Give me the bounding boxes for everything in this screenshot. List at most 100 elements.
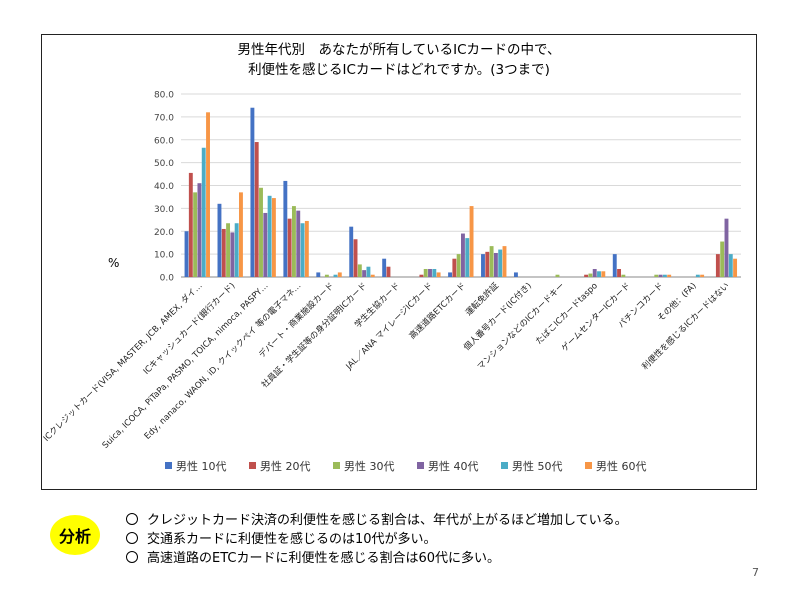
bar [654,274,659,277]
y-axis-unit-label: % [108,256,120,270]
bar [197,183,202,277]
bar [296,210,301,277]
bar [250,107,255,277]
bar [584,274,589,277]
bar [498,249,503,277]
y-tick-label: 10.0 [154,251,174,261]
bar [724,218,729,277]
bar [456,254,461,277]
bar [469,206,474,277]
x-tick-label: 高速道路ETCカード [407,280,468,341]
bar [239,192,243,277]
bar [419,274,424,277]
legend-swatch [585,462,592,469]
bar [621,274,626,277]
bar [230,232,235,277]
bar [617,268,622,277]
bar [502,246,507,277]
legend-label: 男性 50代 [512,459,563,473]
bar [485,251,490,277]
bar [733,258,738,277]
bar [184,231,189,277]
chart-frame [41,34,757,490]
bar [513,272,518,277]
y-tick-label: 30.0 [154,205,174,215]
bar [700,274,705,277]
bar [234,223,239,277]
y-tick-label: 50.0 [154,159,174,169]
bar [667,274,672,277]
y-tick-label: 0.0 [160,274,175,284]
circle-bullet-icon [126,513,138,525]
bar [370,274,375,277]
y-tick-label: 40.0 [154,182,174,192]
bar [658,274,663,277]
legend-label: 男性 20代 [260,459,311,473]
analysis-item: 高速道路のETCカードに利便性を感じる割合は60代に多い。 [126,549,628,568]
bar [601,271,606,277]
legend-label: 男性 30代 [344,459,395,473]
bar [263,212,268,277]
bar [188,172,193,277]
bar [316,272,321,277]
chart-title-line1: 男性年代別 あなたが所有しているICカードの中で、 [237,42,561,58]
bar [465,238,470,277]
bar [386,266,391,277]
bar [597,271,601,277]
bar [382,258,387,277]
bar [481,254,485,277]
circle-bullet-icon [126,551,138,563]
bar [715,254,720,277]
bar [300,223,305,277]
bar [461,233,465,277]
bar [592,268,597,277]
bar [287,218,292,277]
bar [304,220,309,277]
y-tick-label: 70.0 [154,113,174,123]
analysis-badge: 分析 [50,515,100,555]
circle-bullet-icon [126,532,138,544]
bar [493,252,498,277]
bar [612,254,617,277]
bar [357,264,362,277]
analysis-item-text: クレジットカード決済の利便性を感じる割合は、年代が上がるほど増加している。 [147,513,628,528]
analysis-item: クレジットカード決済の利便性を感じる割合は、年代が上がるほど増加している。 [126,511,628,530]
x-tick-label: Edy, nanaco, WAON, iD, クイックペイ 等の電子マネ… [142,280,303,441]
bar [695,274,700,277]
bar [432,268,437,277]
bar [271,198,276,277]
bar [353,239,358,277]
bar [489,246,494,277]
bar [193,192,198,277]
bar [428,268,432,277]
bar [217,203,222,277]
bar [362,270,367,277]
bar [662,274,667,277]
legend-label: 男性 60代 [596,459,647,473]
x-tick-label: ICクレジットカード(VISA, MASTER, JCB, AMEX, ダイ… [41,280,204,443]
x-tick-label: たばこICカードtaspo [534,281,600,347]
legend-swatch [501,462,508,469]
analysis-item: 交通系カードに利便性を感じるのは10代が多い。 [126,530,628,549]
chart-title: 男性年代別 あなたが所有しているICカードの中で、 利便性を感じるICカードはど… [41,40,757,80]
y-tick-label: 80.0 [154,91,174,101]
bar [452,258,457,277]
bar [728,254,733,277]
bar [259,187,263,277]
bar [436,272,441,277]
bar [291,206,296,277]
legend-swatch [417,462,424,469]
legend-swatch [165,462,172,469]
bar [366,266,371,277]
bar [221,228,226,277]
bar [267,195,272,277]
legend-label: 男性 10代 [176,459,227,473]
legend-swatch [333,462,340,469]
y-tick-label: 60.0 [154,136,174,146]
bar [349,226,354,277]
bar [448,272,452,277]
legend-swatch [249,462,256,469]
y-tick-label: 20.0 [154,228,174,238]
bar [201,147,206,277]
